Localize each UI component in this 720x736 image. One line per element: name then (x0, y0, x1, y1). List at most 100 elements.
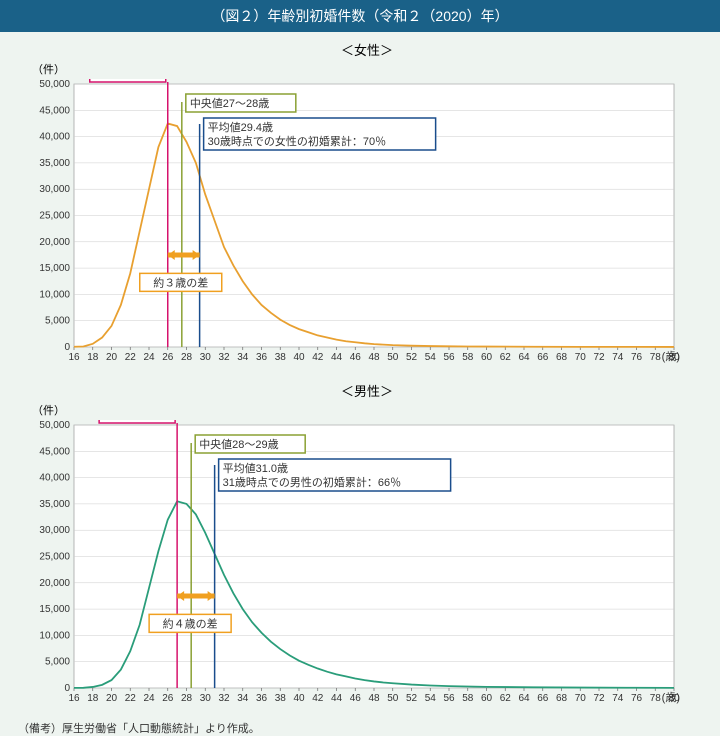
svg-text:平均値31.0歳: 平均値31.0歳 (223, 462, 288, 475)
svg-text:70: 70 (575, 352, 587, 363)
svg-text:5,000: 5,000 (45, 316, 70, 327)
svg-text:約３歳の差: 約３歳の差 (153, 275, 208, 289)
svg-text:48: 48 (368, 693, 380, 704)
chart-header: （図２）年齢別初婚件数（令和２（2020）年） (0, 0, 720, 32)
svg-text:64: 64 (518, 352, 530, 363)
svg-text:10,000: 10,000 (39, 289, 70, 300)
svg-text:44: 44 (331, 693, 343, 704)
svg-text:25,000: 25,000 (39, 552, 70, 563)
svg-text:30,000: 30,000 (39, 184, 70, 195)
svg-text:15,000: 15,000 (39, 263, 70, 274)
svg-text:24: 24 (143, 352, 155, 363)
svg-text:平均値29.4歳: 平均値29.4歳 (208, 121, 273, 134)
svg-text:36: 36 (256, 352, 268, 363)
svg-text:60: 60 (481, 693, 493, 704)
svg-text:46: 46 (350, 693, 362, 704)
svg-text:22: 22 (125, 352, 137, 363)
svg-text:70: 70 (575, 693, 587, 704)
female-chart-svg: 05,00010,00015,00020,00025,00030,00035,0… (32, 79, 682, 369)
svg-text:18: 18 (87, 693, 99, 704)
svg-text:34: 34 (237, 352, 249, 363)
svg-text:35,000: 35,000 (39, 499, 70, 510)
svg-text:52: 52 (406, 693, 418, 704)
male-title: ＜男性＞ (32, 381, 702, 400)
svg-text:30: 30 (200, 693, 212, 704)
svg-text:15,000: 15,000 (39, 604, 70, 615)
svg-text:50,000: 50,000 (39, 79, 70, 90)
svg-text:25,000: 25,000 (39, 211, 70, 222)
svg-text:50,000: 50,000 (39, 420, 70, 431)
svg-text:62: 62 (500, 693, 512, 704)
svg-text:20,000: 20,000 (39, 578, 70, 589)
svg-text:76: 76 (631, 693, 643, 704)
svg-text:45,000: 45,000 (39, 446, 70, 457)
svg-text:中央値27～28歳: 中央値27～28歳 (190, 97, 269, 110)
svg-text:(歳): (歳) (662, 350, 680, 363)
svg-text:48: 48 (368, 352, 380, 363)
svg-text:18: 18 (87, 352, 99, 363)
svg-text:36: 36 (256, 693, 268, 704)
svg-text:20: 20 (106, 352, 118, 363)
svg-text:66: 66 (537, 352, 549, 363)
svg-text:54: 54 (425, 352, 437, 363)
svg-text:58: 58 (462, 693, 474, 704)
svg-text:24: 24 (143, 693, 155, 704)
svg-text:約４歳の差: 約４歳の差 (163, 616, 218, 630)
svg-text:34: 34 (237, 693, 249, 704)
svg-text:78: 78 (650, 693, 662, 704)
svg-text:56: 56 (443, 693, 455, 704)
svg-text:64: 64 (518, 693, 530, 704)
svg-text:26: 26 (162, 693, 174, 704)
svg-text:32: 32 (218, 352, 230, 363)
y-unit-label: （件） (32, 402, 702, 418)
svg-text:20: 20 (106, 693, 118, 704)
svg-text:62: 62 (500, 352, 512, 363)
svg-text:68: 68 (556, 693, 568, 704)
female-title: ＜女性＞ (32, 40, 702, 59)
svg-text:42: 42 (312, 693, 324, 704)
svg-text:72: 72 (593, 693, 605, 704)
svg-text:5,000: 5,000 (45, 657, 70, 668)
svg-text:16: 16 (68, 352, 80, 363)
svg-text:46: 46 (350, 352, 362, 363)
svg-text:28: 28 (181, 693, 193, 704)
svg-text:32: 32 (218, 693, 230, 704)
svg-text:68: 68 (556, 352, 568, 363)
y-unit-label: （件） (32, 61, 702, 77)
svg-text:38: 38 (275, 693, 287, 704)
svg-text:30,000: 30,000 (39, 525, 70, 536)
svg-text:30歳時点での女性の初婚累計：70％: 30歳時点での女性の初婚累計：70％ (208, 134, 386, 148)
svg-text:28: 28 (181, 352, 193, 363)
svg-text:72: 72 (593, 352, 605, 363)
footnote: （備考）厚生労働省「人口動態統計」より作成。 (0, 714, 720, 736)
svg-text:50: 50 (387, 693, 399, 704)
male-chart-svg: 05,00010,00015,00020,00025,00030,00035,0… (32, 420, 682, 710)
svg-text:58: 58 (462, 352, 474, 363)
svg-text:31歳時点での男性の初婚累計：66％: 31歳時点での男性の初婚累計：66％ (223, 475, 401, 489)
svg-text:40,000: 40,000 (39, 473, 70, 484)
svg-text:74: 74 (612, 352, 624, 363)
svg-text:10,000: 10,000 (39, 630, 70, 641)
svg-text:40: 40 (293, 352, 305, 363)
svg-text:52: 52 (406, 352, 418, 363)
svg-text:60: 60 (481, 352, 493, 363)
svg-text:40,000: 40,000 (39, 132, 70, 143)
svg-text:(歳): (歳) (662, 691, 680, 704)
svg-text:44: 44 (331, 352, 343, 363)
svg-text:50: 50 (387, 352, 399, 363)
svg-text:22: 22 (125, 693, 137, 704)
male-chart-section: ＜男性＞ （件） 05,00010,00015,00020,00025,0003… (0, 373, 720, 714)
svg-text:66: 66 (537, 693, 549, 704)
svg-text:38: 38 (275, 352, 287, 363)
svg-text:26: 26 (162, 352, 174, 363)
svg-text:56: 56 (443, 352, 455, 363)
svg-text:78: 78 (650, 352, 662, 363)
svg-text:54: 54 (425, 693, 437, 704)
svg-text:20,000: 20,000 (39, 237, 70, 248)
svg-text:30: 30 (200, 352, 212, 363)
svg-text:45,000: 45,000 (39, 105, 70, 116)
svg-text:42: 42 (312, 352, 324, 363)
svg-text:76: 76 (631, 352, 643, 363)
female-chart-section: ＜女性＞ （件） 05,00010,00015,00020,00025,0003… (0, 32, 720, 373)
svg-text:16: 16 (68, 693, 80, 704)
